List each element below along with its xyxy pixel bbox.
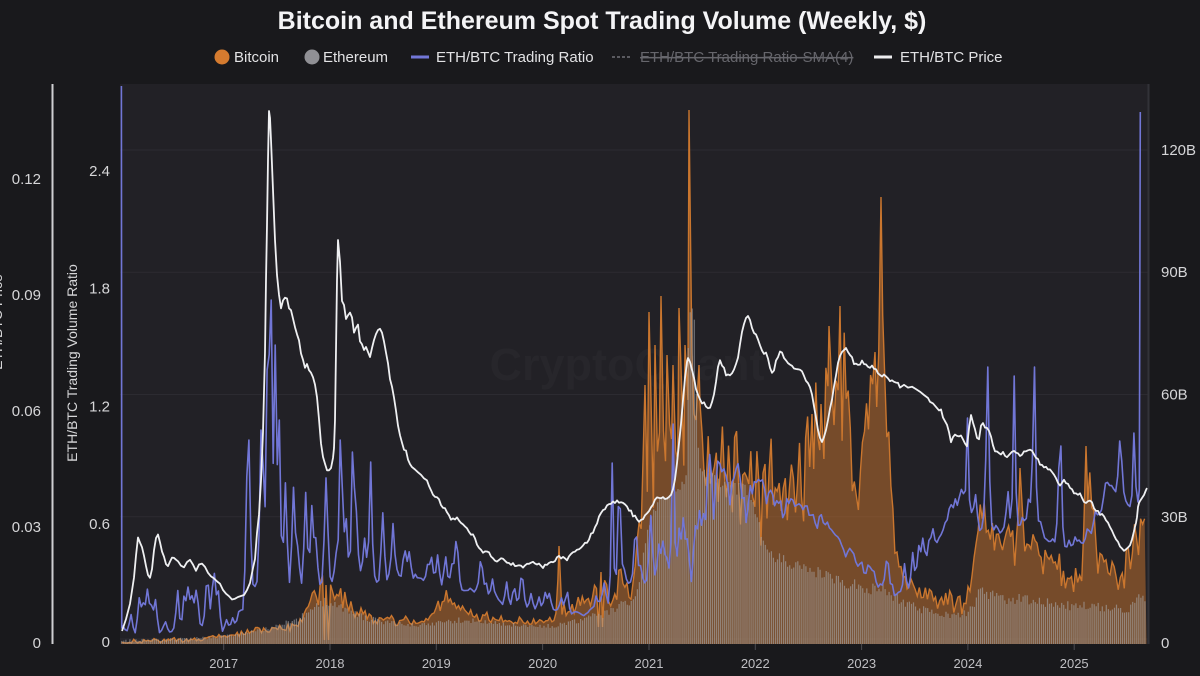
svg-text:ETH/BTC Price: ETH/BTC Price <box>0 274 5 370</box>
svg-text:120B: 120B <box>1161 142 1196 159</box>
svg-text:ETH/BTC Trading Ratio-SMA(4): ETH/BTC Trading Ratio-SMA(4) <box>640 49 853 66</box>
svg-text:1.2: 1.2 <box>89 398 110 415</box>
svg-text:2019: 2019 <box>422 656 451 671</box>
svg-text:2021: 2021 <box>635 656 664 671</box>
svg-text:Ethereum: Ethereum <box>323 49 388 66</box>
svg-text:60B: 60B <box>1161 387 1188 404</box>
svg-text:2017: 2017 <box>209 656 238 671</box>
svg-text:ETH/BTC Trading Ratio: ETH/BTC Trading Ratio <box>436 49 594 66</box>
svg-text:2025: 2025 <box>1060 656 1089 671</box>
svg-text:ETH/BTC Trading Volume Ratio: ETH/BTC Trading Volume Ratio <box>64 264 80 462</box>
svg-text:ETH/BTC Price: ETH/BTC Price <box>900 49 1003 66</box>
svg-text:2018: 2018 <box>316 656 345 671</box>
svg-text:0.06: 0.06 <box>12 403 41 420</box>
svg-text:CryptoQuant: CryptoQuant <box>490 339 765 390</box>
svg-text:0: 0 <box>1161 635 1169 652</box>
svg-text:1.8: 1.8 <box>89 281 110 298</box>
svg-text:0: 0 <box>102 634 110 651</box>
svg-text:2024: 2024 <box>953 656 982 671</box>
svg-text:2.4: 2.4 <box>89 163 110 180</box>
svg-text:2020: 2020 <box>528 656 557 671</box>
svg-text:Bitcoin: Bitcoin <box>234 49 279 66</box>
svg-text:0.03: 0.03 <box>12 519 41 536</box>
svg-text:2023: 2023 <box>847 656 876 671</box>
svg-text:0.6: 0.6 <box>89 516 110 533</box>
svg-text:Bitcoin and Ethereum Spot Trad: Bitcoin and Ethereum Spot Trading Volume… <box>278 7 927 35</box>
svg-text:0: 0 <box>33 635 41 652</box>
svg-text:30B: 30B <box>1161 509 1188 526</box>
svg-text:90B: 90B <box>1161 264 1188 281</box>
svg-text:2022: 2022 <box>741 656 770 671</box>
svg-text:0.09: 0.09 <box>12 287 41 304</box>
svg-text:0.12: 0.12 <box>12 171 41 188</box>
